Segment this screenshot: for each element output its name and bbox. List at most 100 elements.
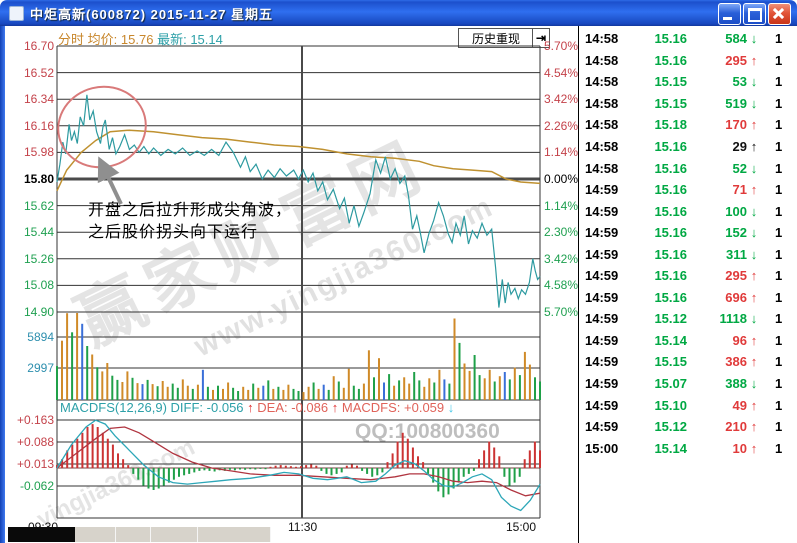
tab-1[interactable] (75, 527, 116, 542)
macd-bar-down (325, 468, 328, 474)
tick-row[interactable]: 14:59 15.10 49 ↑ 1 (579, 394, 797, 416)
tick-row[interactable]: 14:59 15.16 311 ↓ 1 (579, 243, 797, 265)
tick-row[interactable]: 14:59 15.12 1118 ↓ 1 (579, 308, 797, 330)
volume-bar (352, 385, 355, 400)
tick-row[interactable]: 14:58 15.15 53 ↓ 1 (579, 71, 797, 93)
avg-value: 15.76 (120, 32, 154, 47)
macd-bar-down (249, 468, 252, 470)
tick-row[interactable]: 14:59 15.15 386 ↑ 1 (579, 351, 797, 373)
tick-overflow-digit: 1 (775, 268, 783, 284)
volume-bar (106, 363, 109, 400)
macd-bar-up (422, 462, 425, 468)
tick-row[interactable]: 14:58 15.16 52 ↓ 1 (579, 157, 797, 179)
tick-row[interactable]: 15:00 15.14 10 ↑ 1 (579, 437, 797, 459)
volume-bar (398, 380, 401, 400)
time-label-close: 15:00 (506, 520, 537, 534)
volume-bar (383, 382, 385, 400)
tick-price: 15.16 (654, 52, 687, 68)
diff-line (56, 419, 541, 512)
volume-bar (131, 377, 134, 400)
volume-bar (332, 376, 335, 400)
macd-bar-down (503, 468, 506, 477)
tick-row[interactable]: 14:59 15.16 100 ↓ 1 (579, 200, 797, 222)
macd-bar-down (193, 468, 196, 473)
macd-bar-down (361, 468, 364, 471)
tick-row[interactable]: 14:58 15.15 519 ↓ 1 (579, 93, 797, 115)
tick-row[interactable]: 14:59 15.14 96 ↑ 1 (579, 330, 797, 352)
macd-bar-down (442, 468, 445, 498)
volume-bar (181, 379, 184, 400)
volume-bar (272, 388, 275, 400)
tick-row[interactable]: 14:59 15.16 295 ↑ 1 (579, 265, 797, 287)
minimize-button[interactable] (718, 3, 741, 25)
tick-row[interactable]: 14:58 15.16 584 ↓ 1 (579, 28, 797, 50)
tick-time: 14:59 (585, 354, 619, 370)
macd-bar-up (356, 465, 358, 468)
macd-value: +0.059 (404, 400, 445, 415)
tick-price: 15.16 (654, 289, 687, 305)
volume-bar (518, 375, 521, 400)
macd-bar-down (178, 468, 180, 477)
volume-bar (282, 389, 285, 400)
tick-time: 14:59 (585, 311, 619, 327)
chart-annotation: 开盘之后拉升形成尖角波， 之后股价拐头向下运行 (88, 200, 292, 244)
volume-bar (151, 384, 154, 400)
close-button[interactable] (768, 3, 791, 25)
tab-active[interactable] (8, 527, 75, 542)
tick-price: 15.15 (654, 74, 687, 90)
macd-bar-up (528, 450, 531, 468)
macd-bar-down (208, 468, 211, 471)
percent-axis-label: 4.54% (544, 65, 579, 80)
macd-bar-down (518, 468, 521, 477)
macd-indicator-name: MACDFS(12,26,9) (60, 400, 167, 415)
tick-overflow-digit: 1 (775, 139, 783, 154)
volume-bar (242, 386, 245, 400)
macd-bar-up (274, 465, 277, 468)
tab-2[interactable] (116, 527, 151, 542)
tick-overflow-digit: 1 (775, 440, 783, 456)
volume-bar (362, 383, 365, 400)
tick-row[interactable]: 14:58 15.16 295 ↑ 1 (579, 50, 797, 72)
tick-overflow-digit: 1 (775, 376, 783, 392)
tick-row[interactable]: 14:59 15.12 210 ↑ 1 (579, 416, 797, 438)
diff-up-arrow-icon: ↑ (247, 400, 254, 415)
trade-tick-list[interactable]: 14:58 15.16 584 ↓ 1 14:58 15.16 295 ↑ 1 14:58 15.15… (579, 28, 797, 459)
macd-bar-down (427, 468, 430, 474)
macd-bar-up (539, 450, 541, 468)
macd-bar-up (295, 466, 297, 468)
macd-bar-up (300, 466, 302, 468)
tick-volume: 696 (725, 289, 747, 305)
percent-axis-label: 1.14% (544, 198, 579, 213)
volume-bar (101, 371, 104, 400)
tick-row[interactable]: 14:59 15.16 696 ↑ 1 (579, 287, 797, 309)
volume-bar (498, 376, 501, 400)
history-replay-button[interactable]: 历史重现 (458, 28, 534, 48)
tick-row[interactable]: 14:59 15.16 71 ↑ 1 (579, 179, 797, 201)
macd-label: MACDFS: (341, 400, 401, 415)
tab-4[interactable] (198, 527, 271, 542)
tick-volume: 152 (725, 225, 747, 241)
volume-bar (196, 384, 199, 400)
tick-price: 15.10 (654, 397, 687, 413)
dea-up-arrow-icon: ↑ (331, 400, 339, 415)
tick-price: 15.12 (654, 311, 687, 327)
tick-row[interactable]: 14:59 15.16 152 ↓ 1 (579, 222, 797, 244)
title-bar[interactable]: 中炬高新(600872) 2015-11-27 星期五 (0, 0, 797, 26)
tick-price: 15.16 (654, 160, 687, 176)
tick-row[interactable]: 14:59 15.07 388 ↓ 1 (579, 373, 797, 395)
history-forward-icon[interactable]: ⇥ (532, 28, 550, 48)
tick-volume: 29 (732, 139, 747, 154)
tick-row[interactable]: 14:58 15.16 29 ↑ 1 (579, 136, 797, 158)
volume-bar (528, 364, 531, 400)
tab-3[interactable] (151, 527, 198, 542)
maximize-button[interactable] (743, 3, 766, 25)
volume-bar (212, 389, 214, 400)
tick-volume: 584 (725, 31, 747, 47)
volume-bar (76, 313, 79, 400)
tick-overflow-digit: 1 (775, 419, 783, 435)
macd-bar-up (305, 465, 308, 468)
macd-bar-up (417, 456, 419, 468)
tick-row[interactable]: 14:58 15.18 170 ↑ 1 (579, 114, 797, 136)
tick-time: 14:59 (585, 332, 619, 348)
price-axis-label: 16.52 (23, 65, 54, 80)
